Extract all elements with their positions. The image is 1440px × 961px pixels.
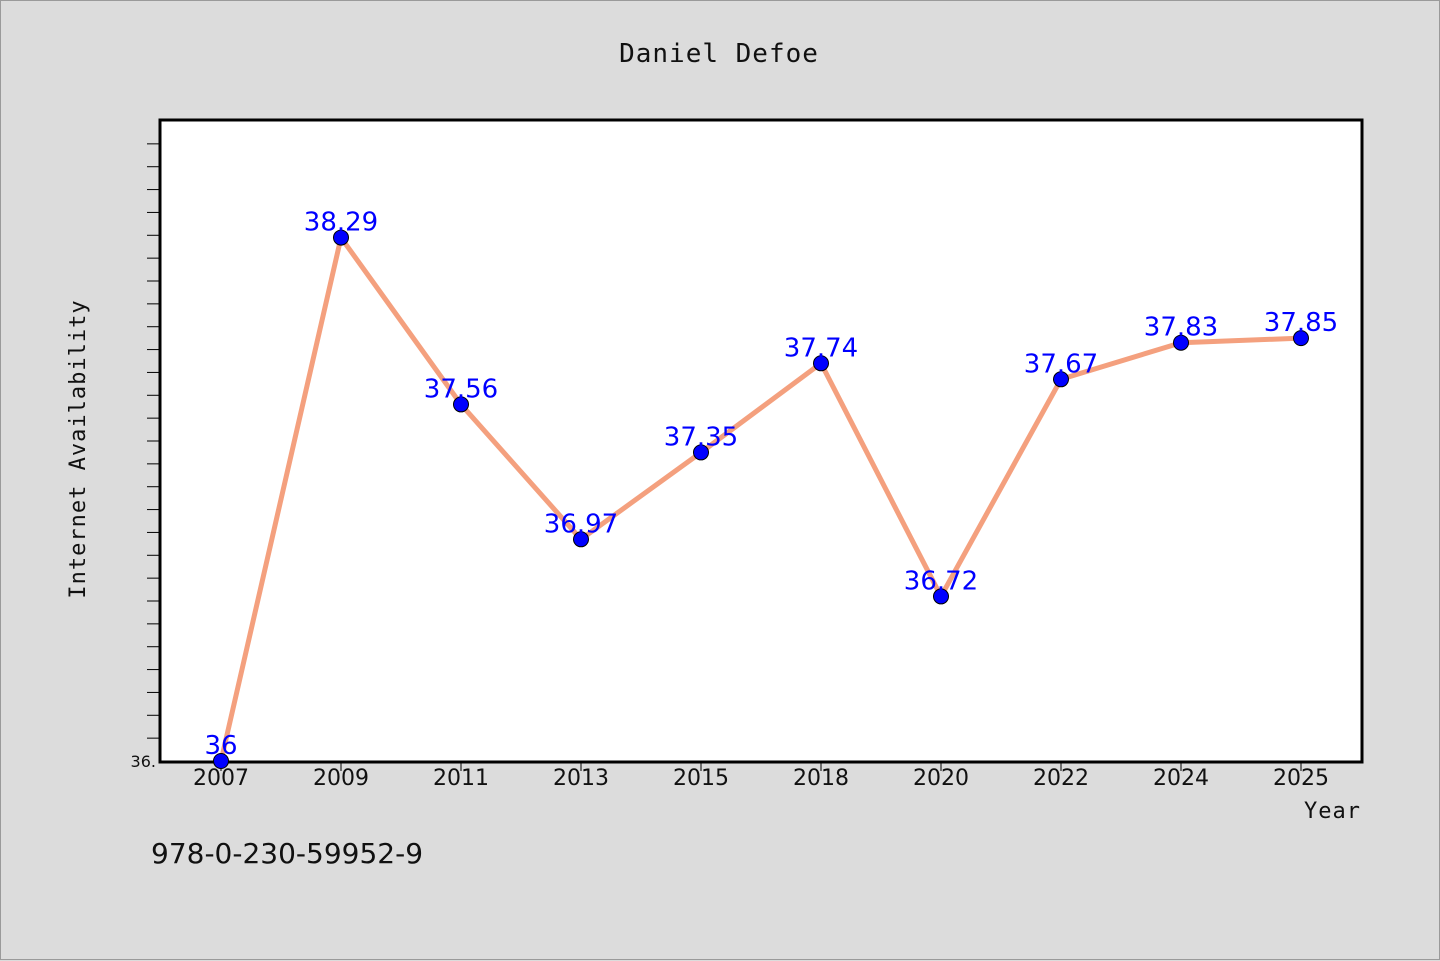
data-label: 36 <box>204 731 237 761</box>
series-line <box>218 235 1304 764</box>
x-axis-label: Year <box>1304 799 1361 824</box>
data-point <box>693 444 709 461</box>
x-axis-ticks: 2007 2009 2011 2013 2015 2018 2020 2022 2024 2025 <box>193 761 1329 791</box>
data-point <box>573 531 589 548</box>
data-label: 36.97 <box>544 509 618 539</box>
x-tick-label: 2025 <box>1273 766 1329 791</box>
y-axis-label: Internet Availability <box>66 299 91 598</box>
data-label: 37.56 <box>424 374 498 404</box>
data-point <box>1053 371 1069 388</box>
plot-area <box>158 118 1364 764</box>
x-tick-label: 2018 <box>793 766 849 791</box>
x-tick-label: 2022 <box>1033 766 1089 791</box>
data-label: 38.29 <box>304 208 378 238</box>
data-point <box>1293 330 1309 347</box>
data-label: 37.74 <box>784 333 858 363</box>
data-point <box>213 753 229 769</box>
y-axis-ticks <box>147 143 161 739</box>
x-tick-label: 2007 <box>193 766 249 791</box>
data-point <box>933 588 949 605</box>
y-tick-label: 36. <box>131 752 156 771</box>
data-series: 36 38.29 37.56 36.97 37.35 37.74 36.72 37.67 37.… <box>204 208 1338 769</box>
data-label: 37.67 <box>1024 349 1098 379</box>
x-tick-label: 2013 <box>553 766 609 791</box>
data-point <box>453 396 469 413</box>
chart-title: Daniel Defoe <box>619 39 819 69</box>
x-tick-label: 2020 <box>913 766 969 791</box>
data-label: 37.35 <box>664 422 738 452</box>
x-tick-label: 2024 <box>1153 766 1209 791</box>
data-label: 37.83 <box>1144 313 1218 343</box>
x-tick-label: 2015 <box>673 766 729 791</box>
data-label: 36.72 <box>904 566 978 596</box>
data-point <box>333 229 349 246</box>
isbn-footer: 978-0-230-59952-9 <box>151 837 423 870</box>
x-tick-label: 2009 <box>313 766 369 791</box>
x-tick-label: 2011 <box>433 766 489 791</box>
data-point <box>813 355 829 372</box>
data-point <box>1173 334 1189 351</box>
data-label: 37.85 <box>1264 308 1338 338</box>
